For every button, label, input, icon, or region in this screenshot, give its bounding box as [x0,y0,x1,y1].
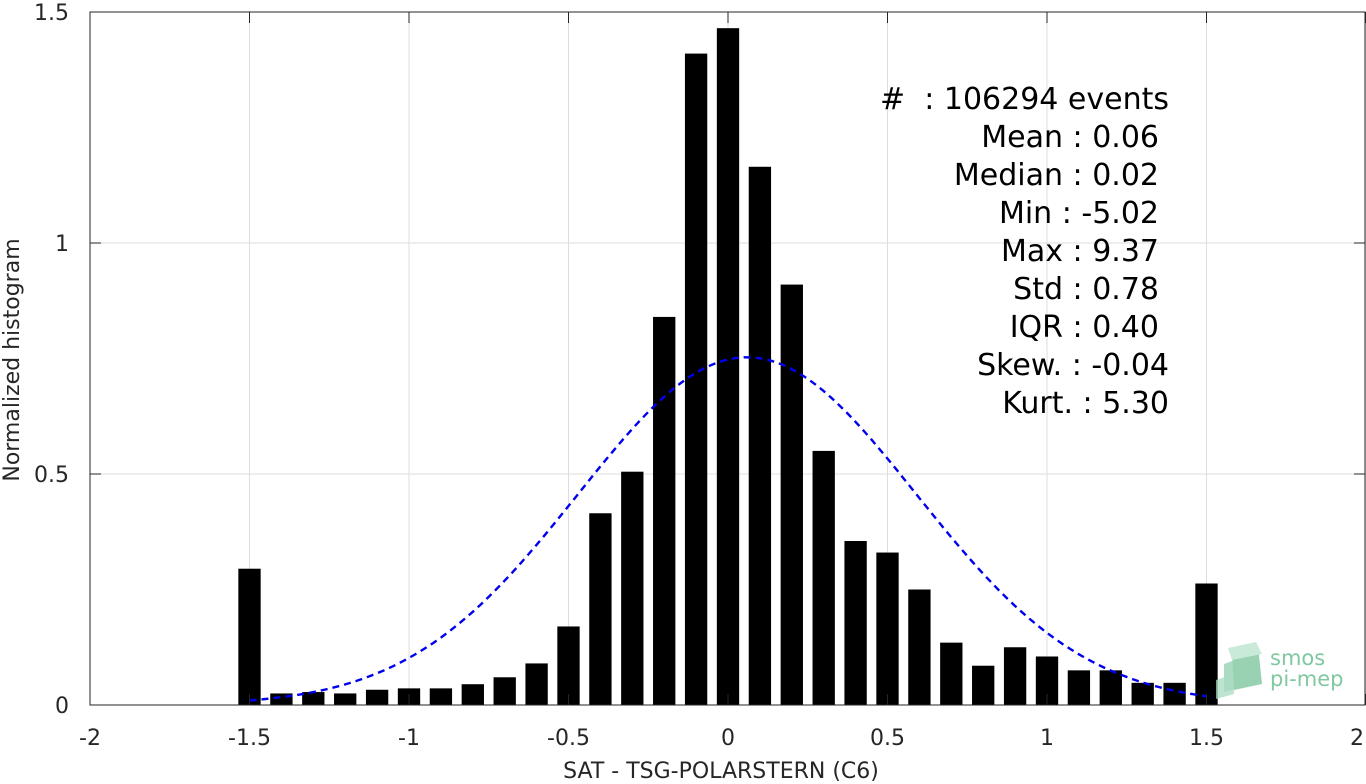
y-tick-labels: 0 0.5 1 1.5 [34,1,69,719]
x-tick-label: -1 [398,726,420,751]
histogram-bar [270,693,293,705]
logo-emblem-icon [1216,642,1262,699]
stats-skew: Skew. : -0.04 [977,348,1169,383]
stats-iqr: IQR : 0.40 [1010,310,1159,345]
histogram-bar [1131,682,1154,705]
histogram-bar [1195,583,1218,705]
histogram-bar [812,450,835,705]
histogram-bar [972,665,995,705]
histogram-bar [557,626,580,705]
histogram-bar [429,688,453,705]
histogram-bar [653,316,676,705]
x-axis-title: SAT - TSG-POLARSTERN (C6) [563,759,879,784]
stats-events: # : 106294 events [880,82,1169,117]
histogram-bar [748,166,772,705]
logo-line-2: pi-mep [1270,667,1343,691]
histogram-bar [493,677,516,705]
ticks [89,11,1366,706]
y-axis-title: Normalized histogram [0,238,25,481]
y-tick-label: 0.5 [34,463,69,488]
histogram-bar [1099,670,1122,705]
histogram-bar [844,540,867,705]
histogram-bar [621,471,644,705]
bars [238,28,1218,706]
y-tick-label: 0 [55,694,69,719]
histogram-bar [238,568,261,705]
y-tick-label: 1.5 [34,1,69,26]
stats-std: Std : 0.78 [1013,272,1159,307]
histogram-bar [525,663,548,705]
y-tick-label: 1 [55,232,69,257]
logo-line-1: smos [1270,646,1325,670]
x-tick-label: 0 [721,726,735,751]
x-tick-label: 1.5 [1189,726,1224,751]
histogram-bar [1003,647,1027,705]
histogram-bar [461,684,484,705]
histogram-bar [365,689,389,705]
x-tick-label: 2 [1350,726,1364,751]
stats-kurt: Kurt. : 5.30 [1002,386,1169,421]
stats-median: Median : 0.02 [954,158,1159,193]
stats-min: Min : -5.02 [999,196,1159,231]
histogram-bar [716,28,740,706]
histogram-bar [684,53,708,705]
smos-pi-mep-logo: smos pi-mep [1216,642,1343,699]
x-tick-label: -2 [79,726,101,751]
histogram-bar [780,284,803,705]
stats-annotation: # : 106294 events Mean : 0.06 Median : 0… [880,82,1169,421]
histogram-bar [1067,670,1091,705]
histogram-bar [908,589,931,705]
histogram-bar [589,513,612,705]
histogram-bar [1035,656,1059,705]
x-tick-label: 0.5 [870,726,905,751]
histogram-bar [876,552,899,705]
histogram-bar [302,692,325,705]
stats-max: Max : 9.37 [1001,234,1159,269]
histogram-bar [334,693,357,705]
histogram-bar [1163,682,1186,705]
x-tick-label: -1.5 [228,726,271,751]
x-tick-labels: -2 -1.5 -1 -0.5 0 0.5 1 1.5 2 [79,726,1364,751]
stats-mean: Mean : 0.06 [981,120,1159,155]
histogram-bar [940,642,963,705]
x-tick-label: 1 [1040,726,1054,751]
x-tick-label: -0.5 [547,726,590,751]
